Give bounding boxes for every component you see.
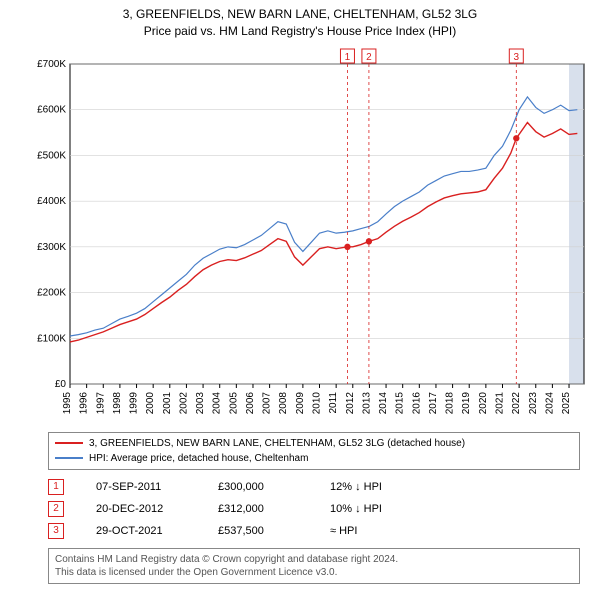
title-line-1: 3, GREENFIELDS, NEW BARN LANE, CHELTENHA… bbox=[0, 6, 600, 23]
marker-date: 07-SEP-2011 bbox=[96, 481, 186, 493]
svg-text:£200K: £200K bbox=[37, 287, 66, 298]
svg-text:2024: 2024 bbox=[544, 391, 555, 414]
svg-text:2010: 2010 bbox=[312, 391, 323, 414]
marker-delta: ≈ HPI bbox=[330, 525, 410, 537]
svg-text:2015: 2015 bbox=[395, 391, 406, 414]
legend-label-hpi: HPI: Average price, detached house, Chel… bbox=[89, 451, 308, 466]
svg-text:£0: £0 bbox=[55, 379, 67, 390]
marker-date: 29-OCT-2021 bbox=[96, 525, 186, 537]
svg-text:2004: 2004 bbox=[212, 391, 223, 414]
legend-row-subject: 3, GREENFIELDS, NEW BARN LANE, CHELTENHA… bbox=[55, 436, 573, 451]
svg-text:1999: 1999 bbox=[129, 391, 140, 414]
svg-text:2013: 2013 bbox=[361, 391, 372, 414]
svg-text:1998: 1998 bbox=[112, 391, 123, 414]
footnote-line-2: This data is licensed under the Open Gov… bbox=[55, 566, 573, 579]
chart-area: £0 £100K £200K £300K £400K £500K £600K £700K 199… bbox=[30, 46, 590, 426]
legend: 3, GREENFIELDS, NEW BARN LANE, CHELTENHA… bbox=[48, 432, 580, 470]
svg-text:2001: 2001 bbox=[162, 391, 173, 414]
marker-delta: 10% ↓ HPI bbox=[330, 503, 410, 515]
svg-text:2020: 2020 bbox=[478, 391, 489, 414]
svg-text:2006: 2006 bbox=[245, 391, 256, 414]
svg-text:2002: 2002 bbox=[178, 391, 189, 414]
legend-swatch-hpi bbox=[55, 457, 83, 459]
chart-title-block: 3, GREENFIELDS, NEW BARN LANE, CHELTENHA… bbox=[0, 0, 600, 40]
svg-text:1996: 1996 bbox=[79, 391, 90, 414]
svg-text:£100K: £100K bbox=[37, 333, 66, 344]
marker-badge: 3 bbox=[48, 523, 64, 539]
chart-svg: £0 £100K £200K £300K £400K £500K £600K £700K 199… bbox=[30, 46, 590, 426]
svg-text:2014: 2014 bbox=[378, 391, 389, 414]
footnote-line-1: Contains HM Land Registry data © Crown c… bbox=[55, 553, 573, 566]
footnote: Contains HM Land Registry data © Crown c… bbox=[48, 548, 580, 584]
svg-text:2008: 2008 bbox=[278, 391, 289, 414]
svg-text:2019: 2019 bbox=[461, 391, 472, 414]
svg-text:2017: 2017 bbox=[428, 391, 439, 414]
marker-row: 1 07-SEP-2011 £300,000 12% ↓ HPI bbox=[48, 476, 580, 498]
marker-badge: 1 bbox=[48, 479, 64, 495]
title-line-2: Price paid vs. HM Land Registry's House … bbox=[0, 23, 600, 40]
svg-text:2007: 2007 bbox=[262, 391, 273, 414]
svg-text:£400K: £400K bbox=[37, 196, 66, 207]
marker-date: 20-DEC-2012 bbox=[96, 503, 186, 515]
svg-text:2005: 2005 bbox=[228, 391, 239, 414]
svg-text:2011: 2011 bbox=[328, 391, 339, 413]
marker-price: £537,500 bbox=[218, 525, 298, 537]
chart-container: 3, GREENFIELDS, NEW BARN LANE, CHELTENHA… bbox=[0, 0, 600, 590]
svg-text:2021: 2021 bbox=[494, 391, 505, 414]
marker-row: 3 29-OCT-2021 £537,500 ≈ HPI bbox=[48, 520, 580, 542]
marker-badge: 2 bbox=[48, 501, 64, 517]
svg-text:3: 3 bbox=[514, 52, 520, 63]
marker-row: 2 20-DEC-2012 £312,000 10% ↓ HPI bbox=[48, 498, 580, 520]
svg-text:2000: 2000 bbox=[145, 391, 156, 414]
svg-text:2012: 2012 bbox=[345, 391, 356, 414]
legend-label-subject: 3, GREENFIELDS, NEW BARN LANE, CHELTENHA… bbox=[89, 436, 465, 451]
svg-text:2009: 2009 bbox=[295, 391, 306, 414]
svg-text:£600K: £600K bbox=[37, 104, 66, 115]
svg-text:2003: 2003 bbox=[195, 391, 206, 414]
svg-text:2023: 2023 bbox=[528, 391, 539, 414]
svg-text:£300K: £300K bbox=[37, 241, 66, 252]
marker-price: £312,000 bbox=[218, 503, 298, 515]
marker-table: 1 07-SEP-2011 £300,000 12% ↓ HPI 2 20-DEC-201… bbox=[48, 476, 580, 542]
svg-text:2: 2 bbox=[366, 52, 372, 63]
legend-row-hpi: HPI: Average price, detached house, Chel… bbox=[55, 451, 573, 466]
svg-text:1997: 1997 bbox=[95, 391, 106, 414]
svg-text:2016: 2016 bbox=[411, 391, 422, 414]
svg-text:£700K: £700K bbox=[37, 59, 66, 70]
marker-price: £300,000 bbox=[218, 481, 298, 493]
svg-text:2018: 2018 bbox=[445, 391, 456, 414]
svg-text:1995: 1995 bbox=[62, 391, 73, 414]
svg-text:1: 1 bbox=[345, 52, 351, 63]
svg-text:2025: 2025 bbox=[561, 391, 572, 414]
svg-text:£500K: £500K bbox=[37, 150, 66, 161]
marker-delta: 12% ↓ HPI bbox=[330, 481, 410, 493]
legend-swatch-subject bbox=[55, 442, 83, 444]
svg-text:2022: 2022 bbox=[511, 391, 522, 414]
